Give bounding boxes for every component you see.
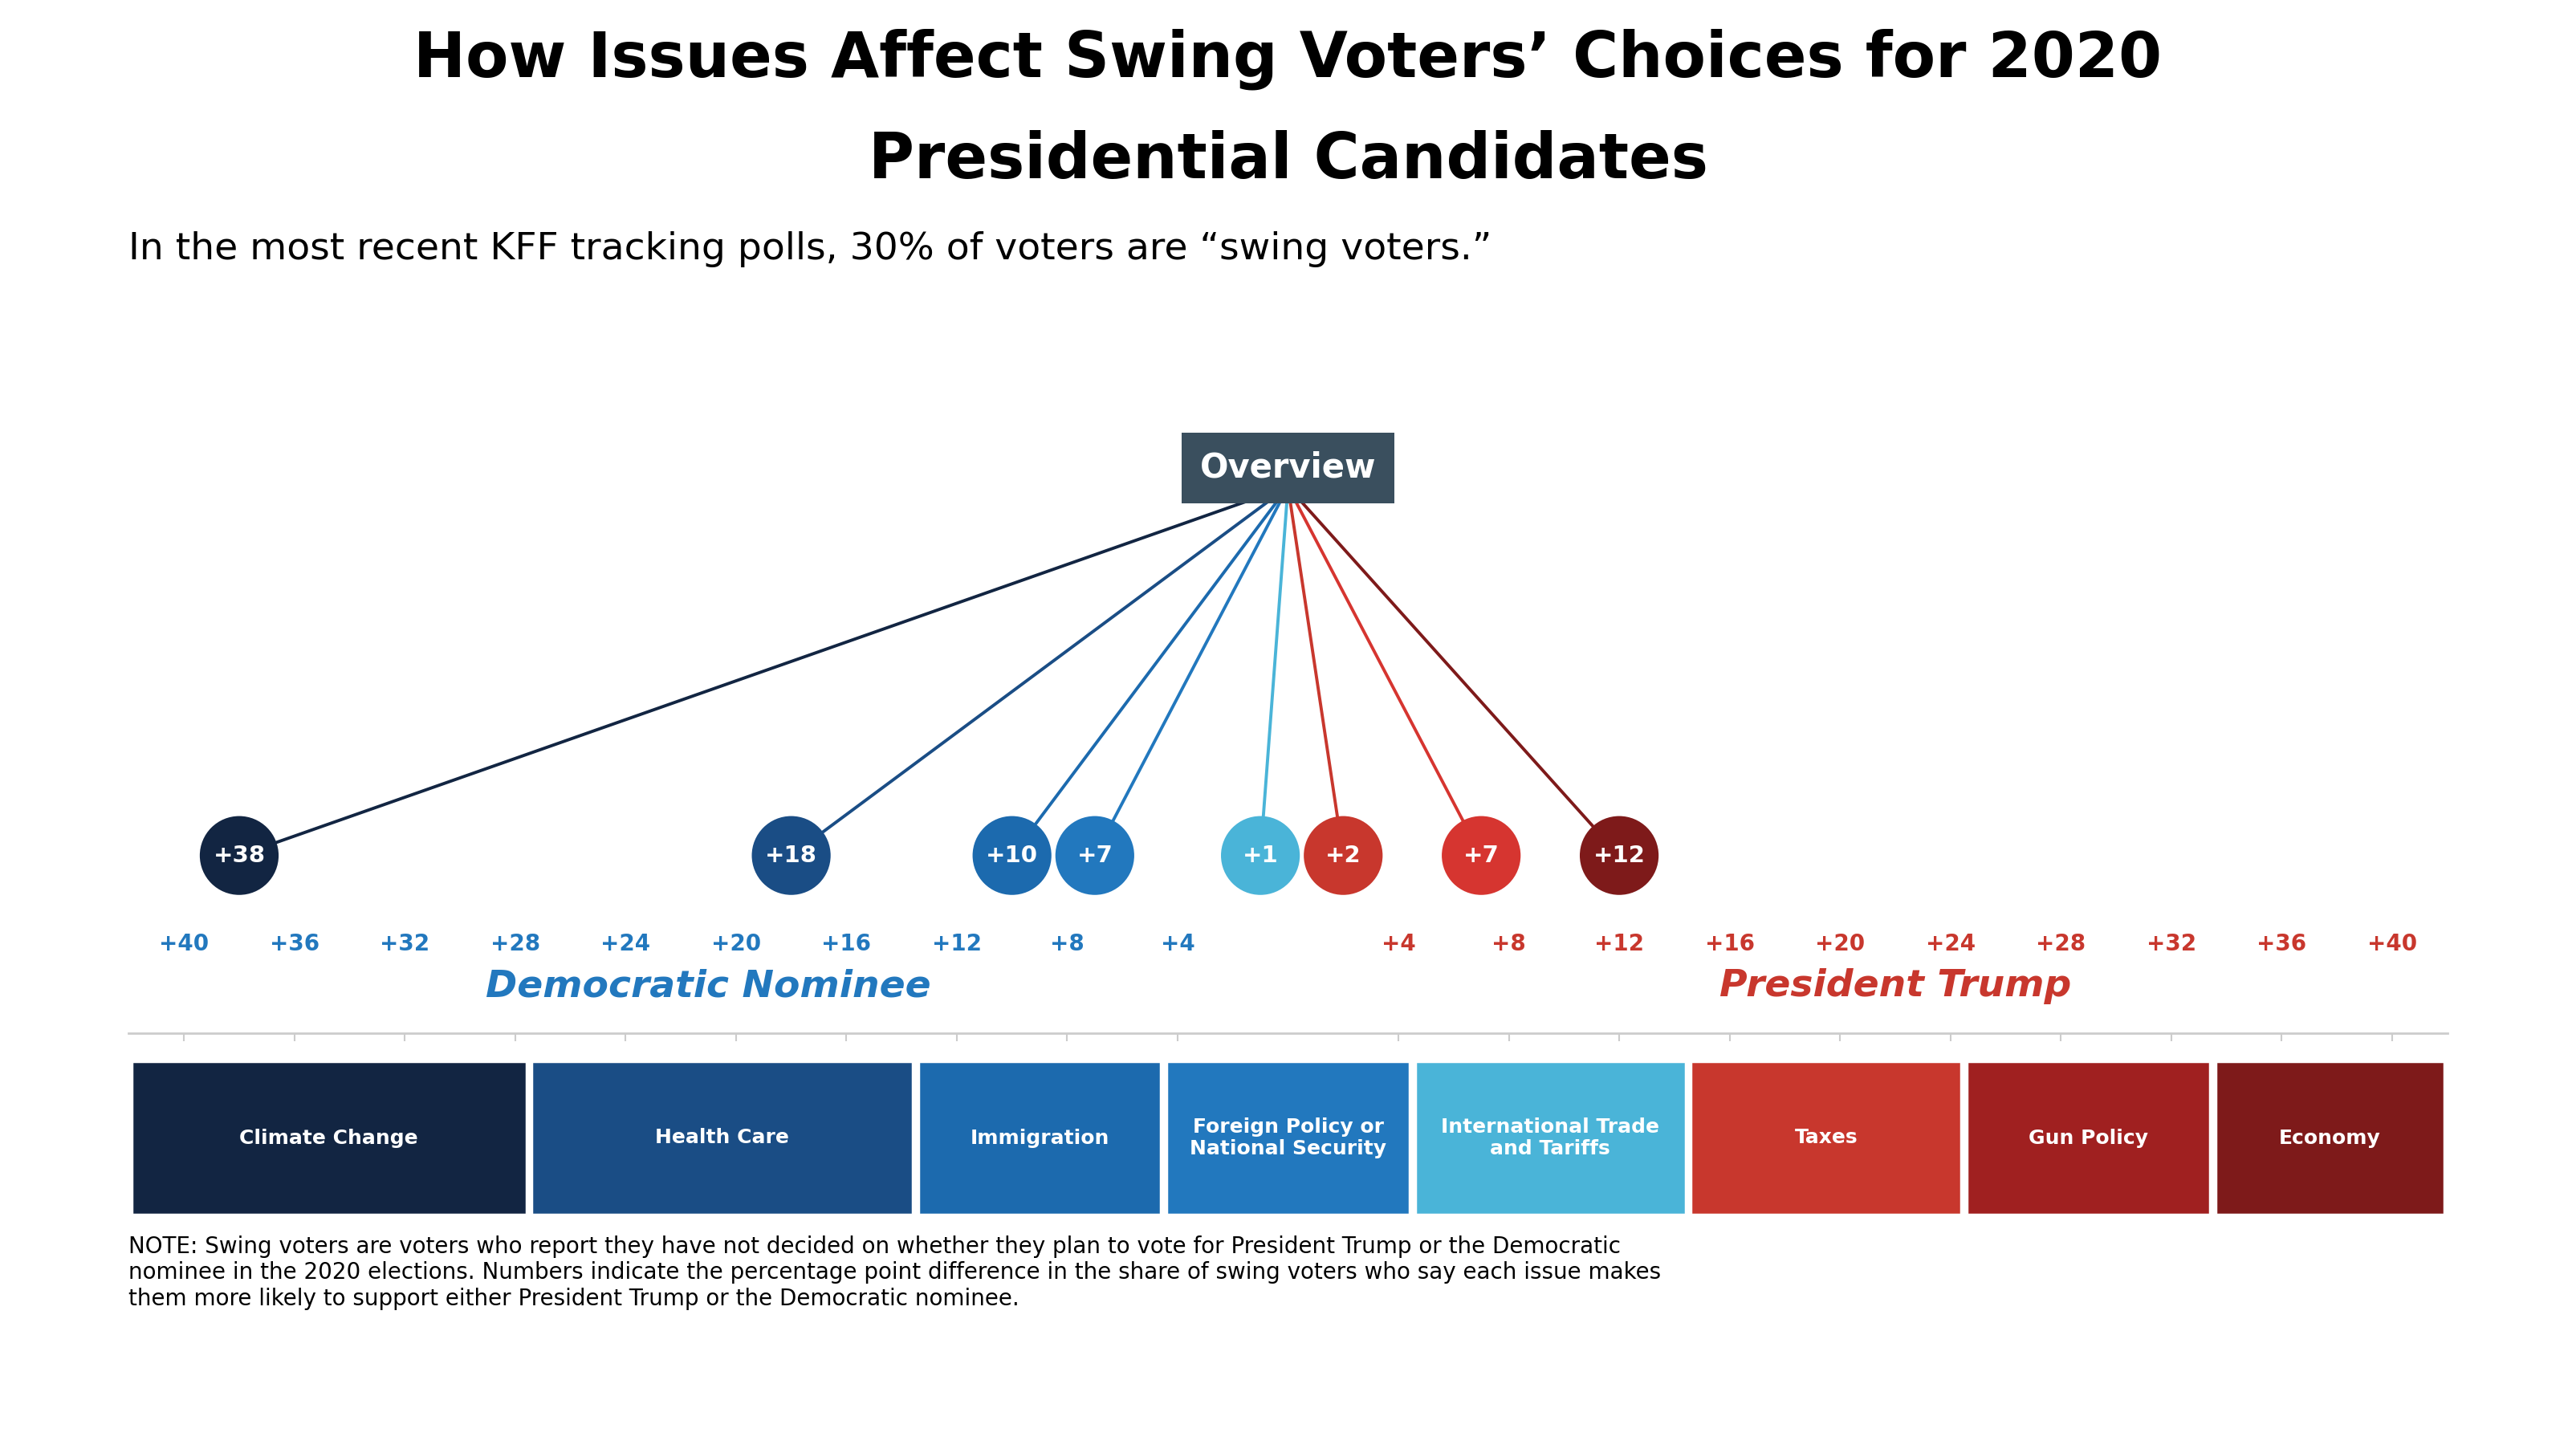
Text: +2: +2 bbox=[1324, 844, 1360, 867]
FancyBboxPatch shape bbox=[1690, 1062, 1960, 1214]
Text: +20: +20 bbox=[711, 933, 760, 955]
Text: Economy: Economy bbox=[2280, 1129, 2380, 1147]
Text: +36: +36 bbox=[2257, 933, 2306, 955]
Text: +38: +38 bbox=[214, 844, 265, 867]
Text: +8: +8 bbox=[1492, 933, 1525, 955]
Point bbox=[219, 844, 260, 867]
FancyBboxPatch shape bbox=[1968, 1062, 2210, 1214]
Text: How Issues Affect Swing Voters’ Choices for 2020: How Issues Affect Swing Voters’ Choices … bbox=[415, 29, 2161, 90]
Text: +8: +8 bbox=[1051, 933, 1084, 955]
Text: +16: +16 bbox=[822, 933, 871, 955]
Text: +24: +24 bbox=[1924, 933, 1976, 955]
Text: Taxes: Taxes bbox=[1795, 1129, 1857, 1147]
Text: Health Care: Health Care bbox=[654, 1129, 788, 1147]
Text: +12: +12 bbox=[1592, 844, 1646, 867]
Text: +32: +32 bbox=[2146, 933, 2197, 955]
FancyBboxPatch shape bbox=[1167, 1062, 1409, 1214]
FancyBboxPatch shape bbox=[2215, 1062, 2445, 1214]
Point bbox=[770, 844, 811, 867]
Text: +10: +10 bbox=[987, 844, 1038, 867]
Text: +7: +7 bbox=[1077, 844, 1113, 867]
Text: +16: +16 bbox=[1705, 933, 1754, 955]
Point bbox=[1321, 844, 1363, 867]
Text: +28: +28 bbox=[489, 933, 541, 955]
Text: +4: +4 bbox=[1381, 933, 1417, 955]
Text: +40: +40 bbox=[2367, 933, 2416, 955]
Text: Foreign Policy or
National Security: Foreign Policy or National Security bbox=[1190, 1117, 1386, 1159]
Text: Gun Policy: Gun Policy bbox=[2027, 1129, 2148, 1147]
Text: +36: +36 bbox=[270, 933, 319, 955]
Text: +12: +12 bbox=[1595, 933, 1643, 955]
Text: President Trump: President Trump bbox=[1718, 968, 2071, 1004]
FancyBboxPatch shape bbox=[917, 1062, 1162, 1214]
Text: In the most recent KFF tracking polls, 30% of voters are “swing voters.”: In the most recent KFF tracking polls, 3… bbox=[129, 231, 1492, 267]
Text: +40: +40 bbox=[160, 933, 209, 955]
FancyBboxPatch shape bbox=[131, 1062, 526, 1214]
Text: Democratic Nominee: Democratic Nominee bbox=[487, 968, 930, 1004]
Text: +1: +1 bbox=[1242, 844, 1278, 867]
Text: Climate Change: Climate Change bbox=[240, 1129, 417, 1147]
Text: +7: +7 bbox=[1463, 844, 1499, 867]
Text: +28: +28 bbox=[2035, 933, 2087, 955]
FancyBboxPatch shape bbox=[1414, 1062, 1685, 1214]
Point bbox=[1239, 844, 1280, 867]
Point bbox=[992, 844, 1033, 867]
Text: +20: +20 bbox=[1816, 933, 1865, 955]
Text: +12: +12 bbox=[933, 933, 981, 955]
Text: +24: +24 bbox=[600, 933, 652, 955]
Text: International Trade
and Tariffs: International Trade and Tariffs bbox=[1440, 1117, 1659, 1159]
Point bbox=[1074, 844, 1115, 867]
Text: +32: +32 bbox=[379, 933, 430, 955]
Point bbox=[1461, 844, 1502, 867]
Text: +4: +4 bbox=[1159, 933, 1195, 955]
Text: Overview: Overview bbox=[1200, 451, 1376, 484]
Text: Immigration: Immigration bbox=[971, 1129, 1110, 1147]
Text: +18: +18 bbox=[765, 844, 817, 867]
Text: Presidential Candidates: Presidential Candidates bbox=[868, 130, 1708, 191]
Text: NOTE: Swing voters are voters who report they have not decided on whether they p: NOTE: Swing voters are voters who report… bbox=[129, 1235, 1662, 1311]
Point bbox=[1600, 844, 1641, 867]
FancyBboxPatch shape bbox=[531, 1062, 912, 1214]
